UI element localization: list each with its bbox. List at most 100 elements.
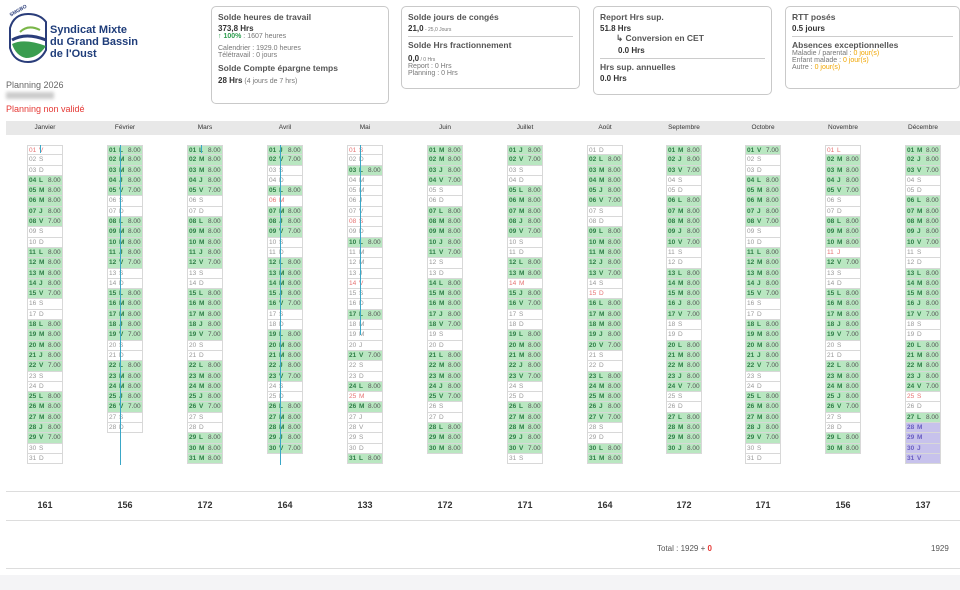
- day-cell[interactable]: 12 V 7.00: [107, 258, 143, 269]
- day-cell[interactable]: 22 D: [587, 361, 623, 372]
- day-cell[interactable]: 01 M 8.00: [666, 145, 702, 156]
- day-cell[interactable]: 11 M 8.00: [587, 247, 623, 259]
- day-cell[interactable]: 09 D: [347, 227, 383, 238]
- day-cell[interactable]: 10L8.00: [347, 237, 383, 248]
- day-cell[interactable]: 24 V 7.00: [666, 381, 702, 393]
- day-cell[interactable]: 09 S: [745, 227, 781, 238]
- day-cell[interactable]: 15 S: [347, 289, 383, 300]
- day-cell[interactable]: 18 D: [267, 320, 303, 331]
- day-cell[interactable]: 19 V 7.00: [107, 330, 143, 341]
- day-cell[interactable]: 04 L 8.00: [745, 175, 781, 187]
- day-cell[interactable]: 11 L 8.00: [745, 247, 781, 259]
- day-cell[interactable]: 19 D: [666, 330, 702, 341]
- day-cell[interactable]: 06 V 7.00: [587, 196, 623, 207]
- day-cell[interactable]: 10 M 8.00: [107, 237, 143, 248]
- day-cell[interactable]: 07 S: [587, 206, 623, 218]
- day-cell[interactable]: 28 M 8.00: [666, 423, 702, 434]
- day-cell[interactable]: 31 S: [507, 453, 543, 465]
- day-cell[interactable]: 24 M 8.00: [107, 381, 143, 393]
- day-cell[interactable]: 06 M 8.00: [507, 196, 543, 207]
- day-cell[interactable]: 01 M 8.00: [427, 145, 463, 156]
- day-cell[interactable]: 09 M 8.00: [825, 227, 861, 238]
- day-cell[interactable]: 22 M 8.00: [666, 361, 702, 372]
- day-cell[interactable]: 02 D: [347, 155, 383, 166]
- day-cell[interactable]: 31 L 8.00: [347, 453, 383, 465]
- day-cell[interactable]: 08 M 8.00: [666, 217, 702, 228]
- day-cell[interactable]: 05 D: [666, 186, 702, 197]
- day-cell[interactable]: 05 V 7.00: [825, 186, 861, 197]
- day-cell[interactable]: 12 D: [666, 258, 702, 269]
- day-cell[interactable]: 31 D: [745, 453, 781, 465]
- day-cell[interactable]: 15 M 8.00: [905, 289, 941, 300]
- day-cell[interactable]: 03 D: [745, 165, 781, 176]
- day-cell[interactable]: 02 S: [27, 155, 63, 166]
- day-cell[interactable]: 29 M 8.00: [666, 433, 702, 444]
- day-cell[interactable]: 28 D: [825, 423, 861, 434]
- day-cell[interactable]: 02 V 7.00: [507, 155, 543, 166]
- day-cell[interactable]: 23 V 7.00: [267, 371, 303, 382]
- day-cell[interactable]: 15 V 7.00: [27, 289, 63, 300]
- day-cell[interactable]: 14 J 8.00: [27, 278, 63, 290]
- day-cell[interactable]: 16 M 8.00: [187, 299, 223, 310]
- day-cell[interactable]: 15 V 7.00: [745, 289, 781, 300]
- day-cell[interactable]: 12 V 7.00: [187, 258, 223, 269]
- day-cell[interactable]: 06 M 8.00: [27, 196, 63, 207]
- day-cell[interactable]: 12 J 8.00: [587, 258, 623, 269]
- day-cell[interactable]: 30 V 7.00: [267, 443, 303, 454]
- day-cell[interactable]: 25 L 8.00: [27, 392, 63, 403]
- day-cell[interactable]: 09 V 7.00: [267, 227, 303, 238]
- day-cell[interactable]: 28 J 8.00: [27, 423, 63, 434]
- day-cell[interactable]: 26 S: [427, 402, 463, 413]
- day-cell[interactable]: 07 D: [107, 206, 143, 218]
- day-cell[interactable]: 28 M 8.00: [507, 423, 543, 434]
- day-cell[interactable]: 21 D: [187, 350, 223, 362]
- day-cell[interactable]: 24 V 7.00: [905, 381, 941, 393]
- day-cell[interactable]: 30 S: [27, 443, 63, 454]
- day-cell[interactable]: 27 L 8.00: [905, 412, 941, 424]
- day-cell[interactable]: 13 S: [187, 268, 223, 279]
- day-cell[interactable]: 02 V 7.00: [267, 155, 303, 166]
- day-cell[interactable]: 26 D: [666, 402, 702, 413]
- day-cell[interactable]: 23 J 8.00: [666, 371, 702, 382]
- day-cell[interactable]: 10 M 8.00: [825, 237, 861, 248]
- day-cell[interactable]: 23 M 8.00: [825, 371, 861, 382]
- day-cell[interactable]: 11 S: [666, 247, 702, 259]
- day-cell[interactable]: 29 D: [587, 433, 623, 444]
- day-cell[interactable]: 18 L 8.00: [745, 320, 781, 331]
- day-cell[interactable]: 16 S: [745, 299, 781, 310]
- day-cell[interactable]: 19 J 8.00: [587, 330, 623, 341]
- day-cell[interactable]: 24 J 8.00: [427, 381, 463, 393]
- day-cell[interactable]: 16 D: [347, 299, 383, 310]
- day-cell[interactable]: 01 D: [587, 145, 623, 156]
- day-cell[interactable]: 04 M: [347, 175, 383, 187]
- day-cell[interactable]: 26 D: [905, 402, 941, 413]
- day-cell[interactable]: 21 D: [107, 350, 143, 362]
- day-cell[interactable]: 03 M 8.00: [107, 165, 143, 176]
- day-cell[interactable]: 10 V 7.00: [666, 237, 702, 248]
- day-cell[interactable]: 05 S: [427, 186, 463, 197]
- day-cell[interactable]: 01 M 8.00: [905, 145, 941, 156]
- day-cell[interactable]: 22 S: [347, 361, 383, 372]
- day-cell[interactable]: 17 D: [745, 309, 781, 321]
- day-cell[interactable]: 25 M: [347, 392, 383, 403]
- day-cell[interactable]: 13 L 8.00: [905, 268, 941, 279]
- day-cell[interactable]: 13 M 8.00: [745, 268, 781, 279]
- day-cell[interactable]: 28 D: [187, 423, 223, 434]
- day-cell[interactable]: 24 M 8.00: [825, 381, 861, 393]
- day-cell[interactable]: 30 V 7.00: [507, 443, 543, 454]
- day-cell[interactable]: 06 D: [427, 196, 463, 207]
- day-cell[interactable]: 03 J 8.00: [427, 165, 463, 176]
- day-cell[interactable]: 23 L 8.00: [587, 371, 623, 382]
- day-cell[interactable]: 28 S: [587, 423, 623, 434]
- day-cell[interactable]: 02 M 8.00: [187, 155, 223, 166]
- day-cell[interactable]: 08 D: [587, 217, 623, 228]
- day-cell[interactable]: 18 S: [666, 320, 702, 331]
